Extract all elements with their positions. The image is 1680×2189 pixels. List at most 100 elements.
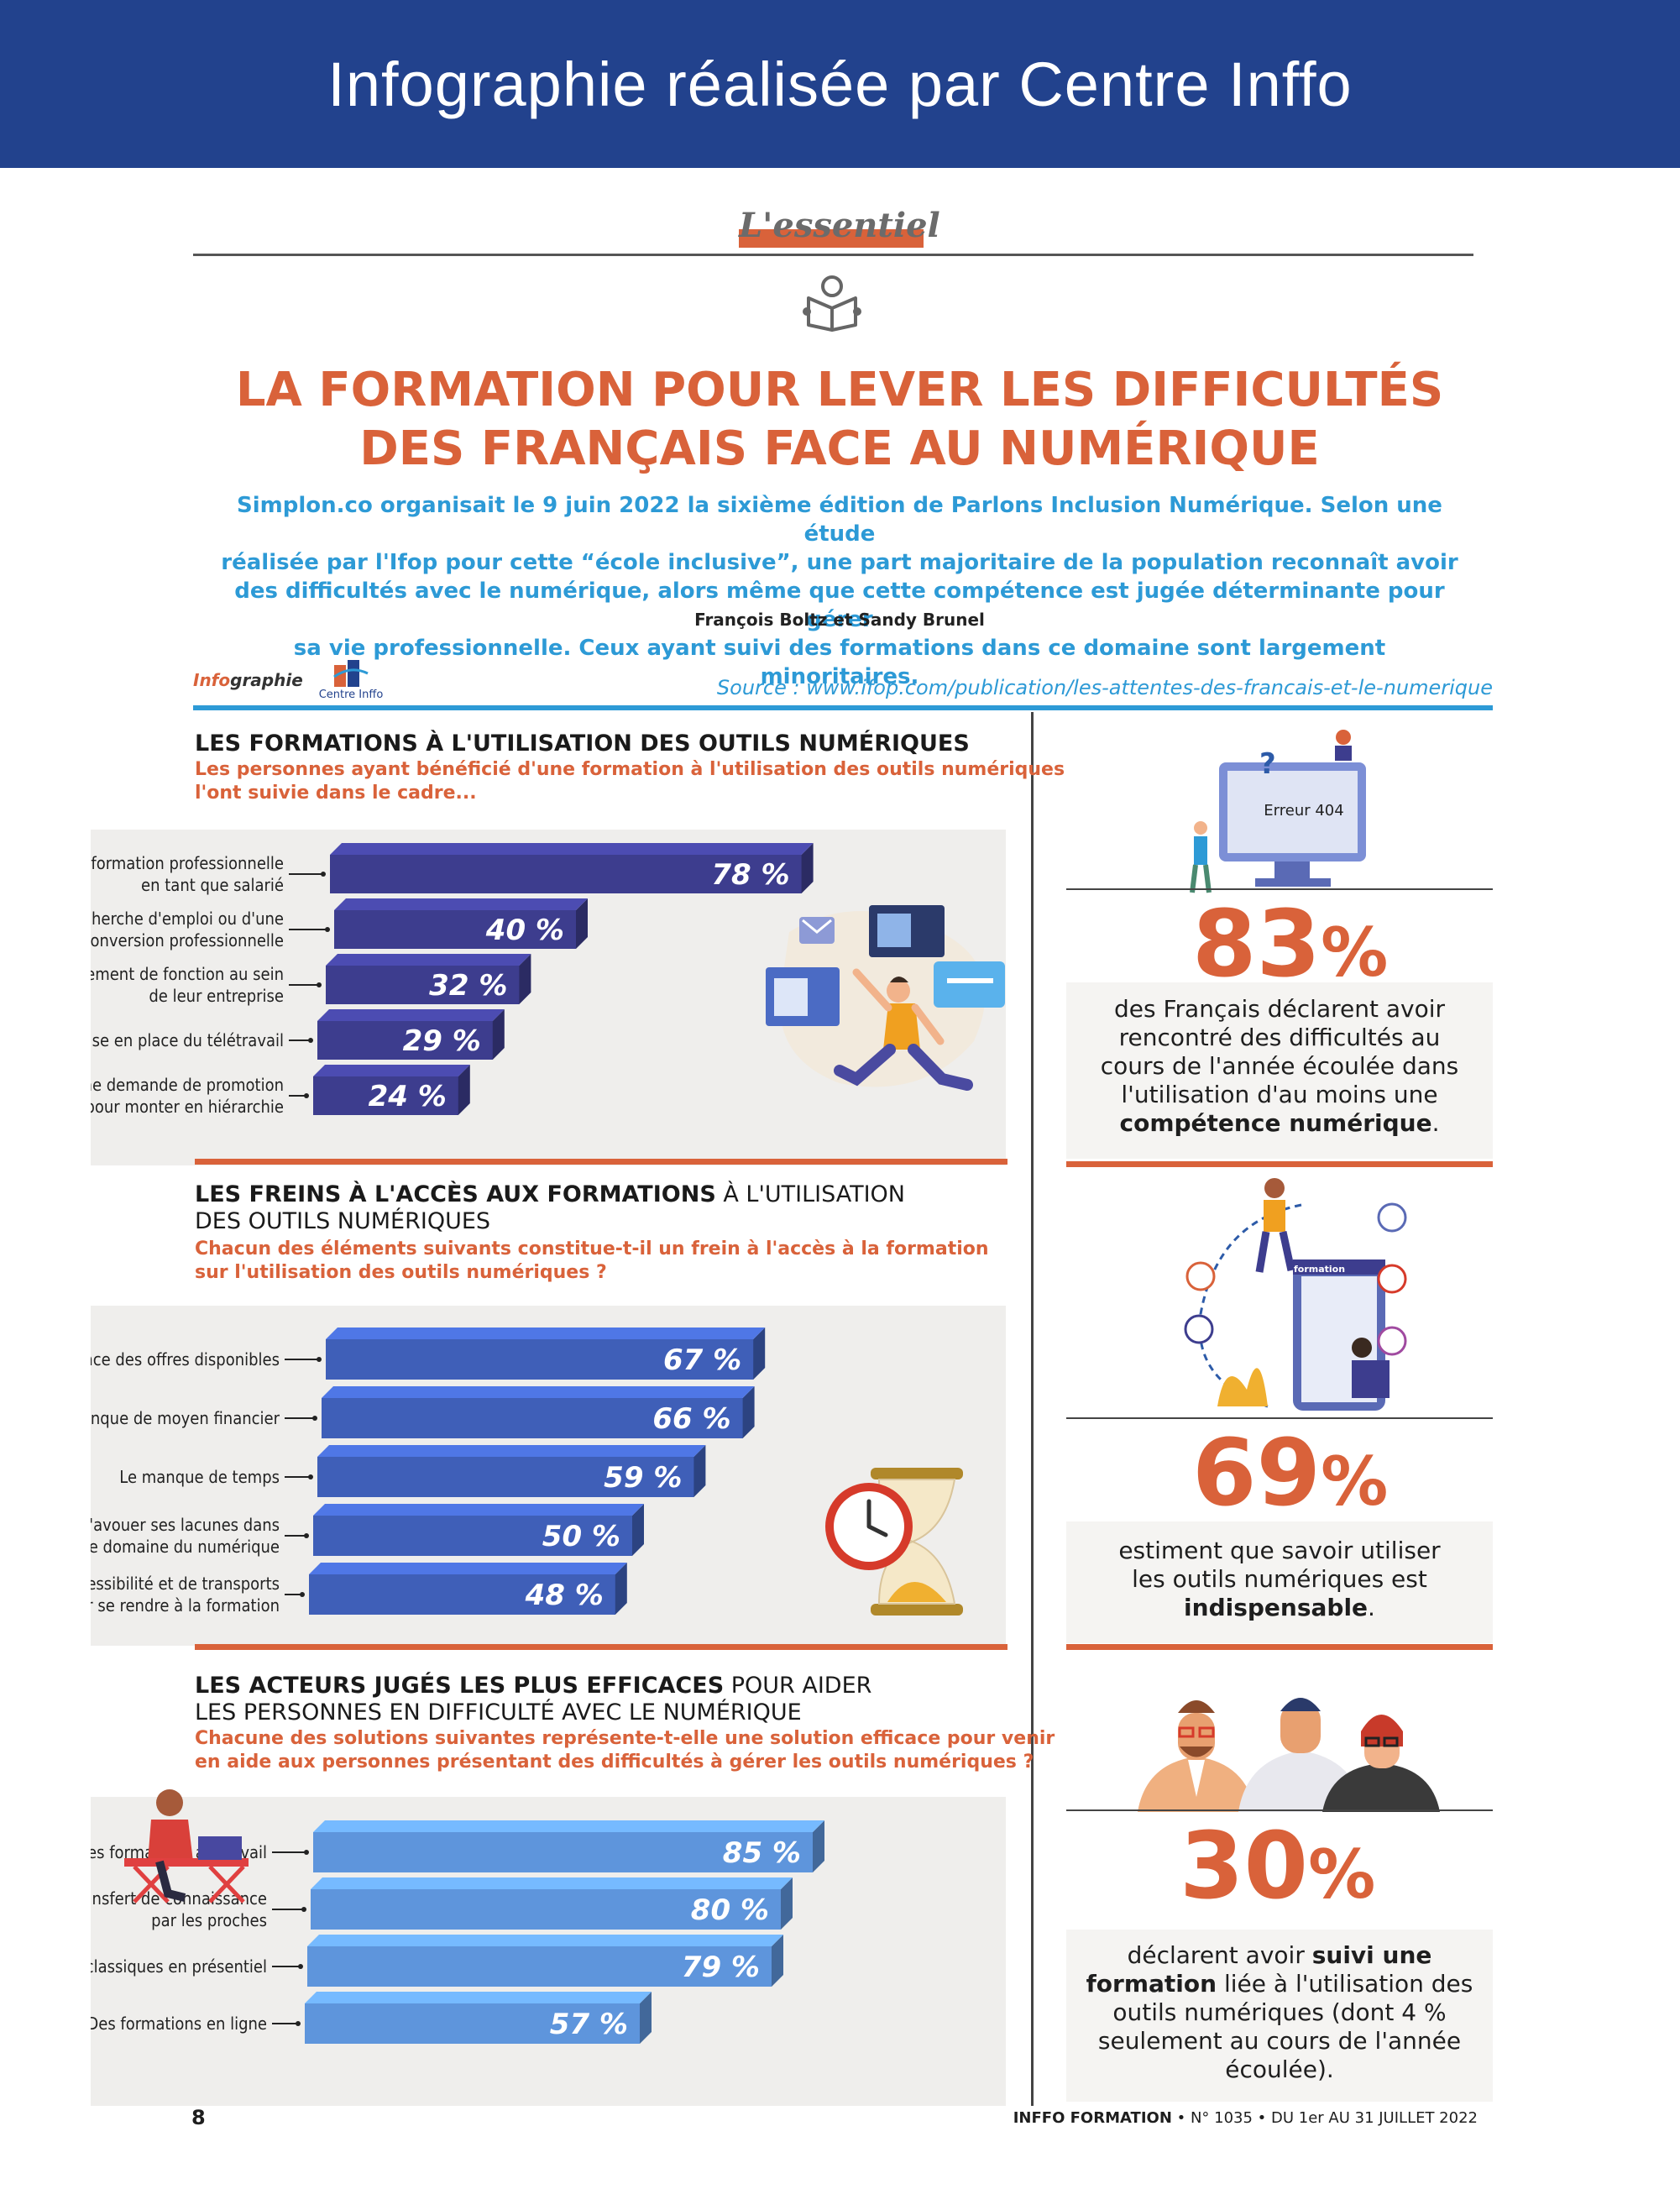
jumping-man-illustration-icon [766, 905, 1005, 1091]
bar-top [309, 1563, 627, 1574]
connector-dot [298, 1964, 303, 1969]
category-label: La méconnaissance des offres disponibles [91, 1349, 280, 1369]
bar-value-label: 29 % [403, 1024, 481, 1058]
category-label: Le problème d'accessibilité et de transp… [91, 1574, 280, 1616]
stat1-divider [1066, 888, 1493, 890]
error-404-illustration-icon: ? [1190, 730, 1366, 893]
section1-title-bold: LES FORMATIONS À L'UTILISATION DES OUTIL… [195, 731, 970, 757]
bar [309, 1574, 615, 1615]
man-at-desk-icon [124, 1789, 249, 1904]
stat3-divider [1066, 1809, 1493, 1811]
bar-top [330, 843, 814, 855]
bar-value-label: 24 % [369, 1080, 447, 1113]
bar-top [307, 1935, 783, 1946]
bar-value-label: 50 % [542, 1520, 620, 1553]
category-label-line: ... d'une formation professionnelle [91, 853, 284, 873]
intro-text: Simplon.co organisait le 9 juin 2022 la … [218, 491, 1461, 691]
bar-top [322, 1386, 755, 1398]
stat2-tail: . [1368, 1594, 1375, 1621]
authors: François Boltz et Sandy Brunel [694, 610, 985, 630]
bar-group: 79 % Des formations classiques en présent… [91, 1935, 783, 1987]
bar-group: 67 % La méconnaissance des offres disponi… [91, 1328, 766, 1380]
main-title-line2: DES FRANÇAIS FACE AU NUMÉRIQUE [359, 422, 1320, 476]
bar [326, 1339, 754, 1380]
category-label-line: pour se rendre à la formation [91, 1595, 280, 1616]
bar-group: 40 % ... d'une recherche d'emploi ou d'un… [91, 898, 588, 950]
stat1-percent: % [1321, 914, 1389, 992]
bar-value-label: 32 % [429, 969, 507, 1003]
section1-title: LES FORMATIONS À L'UTILISATION DES OUTIL… [195, 731, 970, 757]
bar-top [311, 1877, 793, 1889]
category-label-line: reconversion professionnelle [91, 930, 284, 950]
bar-value-label: 48 % [525, 1579, 604, 1612]
category-label-line: ... d'un changement de fonction au sein [91, 964, 284, 984]
question-mark-icon: ? [1259, 747, 1276, 781]
connector-dot [300, 1592, 305, 1597]
bar-value-label: 40 % [485, 914, 564, 947]
bar-top [305, 1992, 652, 2003]
stat3-l3: outils numériques (dont 4 % [1112, 1998, 1447, 2026]
bar [313, 1076, 458, 1115]
bar-value-label: 57 % [550, 2008, 628, 2041]
connector-dot [296, 2021, 301, 2026]
section3-title-bold: LES ACTEURS JUGÉS LES PLUS EFFICACES [195, 1673, 725, 1699]
stat3-l5: écoulée). [1225, 2055, 1334, 2083]
category-label: Le manque de temps [119, 1467, 280, 1487]
bar [330, 855, 802, 893]
bar-group: 24 % ... d'une demande de promotionprofes… [91, 1065, 470, 1117]
bar-top [317, 1009, 505, 1021]
stat3-card: déclarent avoir suivi une formation liée… [1066, 1930, 1493, 2102]
section2-subtitle: Chacun des éléments suivants constitue-t… [195, 1238, 989, 1285]
stat3-l1a: déclarent avoir [1127, 1941, 1312, 1969]
category-label: ... de la mise en place du télétravail [91, 1030, 284, 1050]
stat2-line: les outils numériques est [1132, 1565, 1427, 1593]
category-label-line: Le manque de temps [119, 1467, 280, 1487]
bar-group: 48 % Le problème d'accessibilité et de tr… [91, 1563, 627, 1616]
section3-subtitle-line: Chacune des solutions suivantes représen… [195, 1728, 1055, 1749]
bar-group: 57 % Des formations en ligne [91, 1992, 652, 2044]
bar-top [326, 1328, 766, 1339]
bar-group: 32 % ... d'un changement de fonction au s… [91, 954, 531, 1006]
section2-title-line2: DES OUTILS NUMÉRIQUES [195, 1208, 491, 1234]
phone-screen-text: formation [1294, 1264, 1346, 1275]
section2-underline [195, 1644, 1007, 1650]
stat1-card: des Français déclarent avoir rencontré d… [1066, 982, 1493, 1159]
stat2-percent: % [1321, 1443, 1389, 1521]
category-label-line: de leur entreprise [149, 986, 284, 1006]
stat1-tail: . [1431, 1109, 1440, 1137]
stat1-line: l'utilisation d'au moins une [1121, 1081, 1438, 1108]
stat1-line: des Français déclarent avoir [1113, 995, 1446, 1023]
category-label-line: le domaine du numérique [91, 1537, 280, 1557]
connector-dot [317, 982, 322, 987]
section1-subtitle-line: l'ont suivie dans le cadre... [195, 783, 477, 804]
bar [317, 1457, 694, 1497]
essentiel-label: L'essentiel [739, 206, 940, 245]
bar-top [313, 1504, 644, 1516]
stat3-l2b: liée à l'utilisation des [1217, 1970, 1473, 1998]
stat1-number: 83 [1192, 890, 1321, 998]
connector-dot [304, 1093, 309, 1098]
section2-subtitle-line: sur l'utilisation des outils numériques … [195, 1262, 607, 1283]
book-reader-icon [803, 275, 861, 332]
category-label: Le complexe d'avouer ses lacunes dansle … [91, 1515, 280, 1557]
bar-value-label: 59 % [604, 1461, 682, 1495]
bar-group: 85 %Des formations au travail [91, 1820, 824, 1872]
bar-top [334, 898, 588, 910]
bar-group: 66 % Le manque de moyen financier [91, 1386, 755, 1438]
connector-dot [312, 1416, 317, 1421]
connector-dot [321, 872, 326, 877]
bar [326, 966, 520, 1004]
section2-subtitle-line: Chacun des éléments suivants constitue-t… [195, 1239, 989, 1259]
section3-subtitle-line: en aide aux personnes présentant des dif… [195, 1752, 1034, 1773]
category-label-line: ... de la mise en place du télétravail [91, 1030, 284, 1050]
category-label-line: en tant que salarié [141, 875, 284, 895]
footer-issue-text: • N° 1035 • DU 1er AU 31 JUILLET 2022 [1171, 2109, 1478, 2127]
intro-line: réalisée par l'Ifop pour cette “école in… [221, 550, 1458, 575]
stat2-value: 69% [1192, 1419, 1388, 1527]
category-label-line: La méconnaissance des offres disponibles [91, 1349, 280, 1369]
bar [334, 910, 576, 949]
bar [311, 1889, 781, 1930]
bar-top [313, 1065, 470, 1076]
centre-inffo-logo: Centre Inffo [309, 657, 393, 704]
